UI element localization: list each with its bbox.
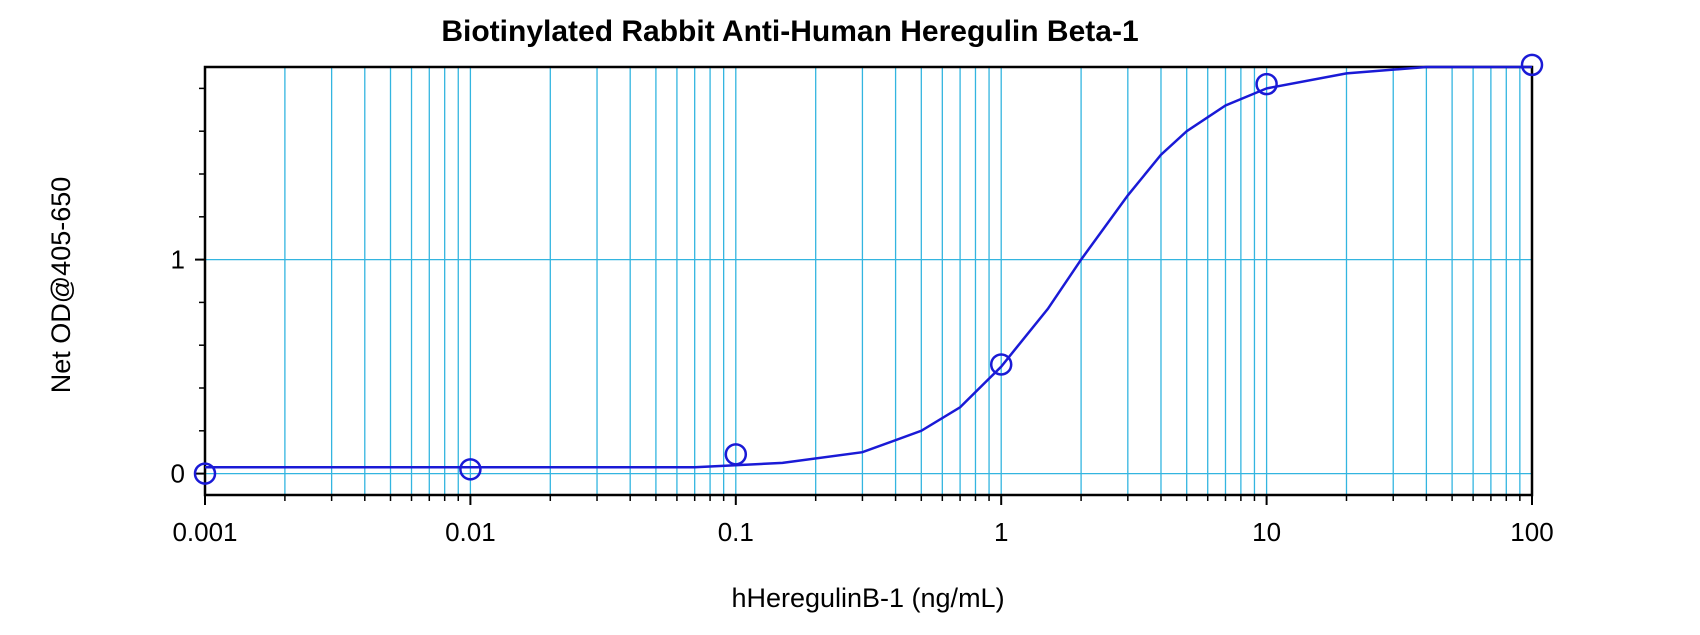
fit-curve-line	[205, 65, 1532, 469]
x-tick-label: 0.01	[445, 517, 496, 547]
data-point	[1520, 53, 1544, 77]
y-tick-label: 1	[171, 245, 185, 275]
data-point	[724, 443, 748, 466]
plot-frame	[203, 65, 1534, 497]
x-tick-label: 0.001	[172, 517, 237, 547]
x-tick-label: 100	[1510, 517, 1553, 547]
data-point	[1255, 72, 1278, 96]
x-tick-label: 10	[1252, 517, 1281, 547]
axis-ticks	[195, 87, 1533, 505]
x-tick-label: 1	[994, 517, 1008, 547]
y-tick-labels: 01	[171, 245, 185, 489]
data-point	[989, 353, 1013, 376]
y-axis-label: Net OD@405-650	[46, 177, 76, 394]
data-point	[193, 462, 217, 485]
x-tick-labels: 0.001 0.01 0.1 1 10 100	[172, 517, 1553, 547]
data-points	[193, 53, 1544, 485]
data-point	[459, 458, 482, 481]
y-tick-label: 0	[171, 459, 185, 489]
grid	[205, 67, 1532, 495]
x-tick-label: 0.1	[718, 517, 754, 547]
x-axis-label: hHeregulinB-1 (ng/mL)	[731, 583, 1004, 613]
chart-title: Biotinylated Rabbit Anti-Human Heregulin…	[441, 15, 1138, 48]
